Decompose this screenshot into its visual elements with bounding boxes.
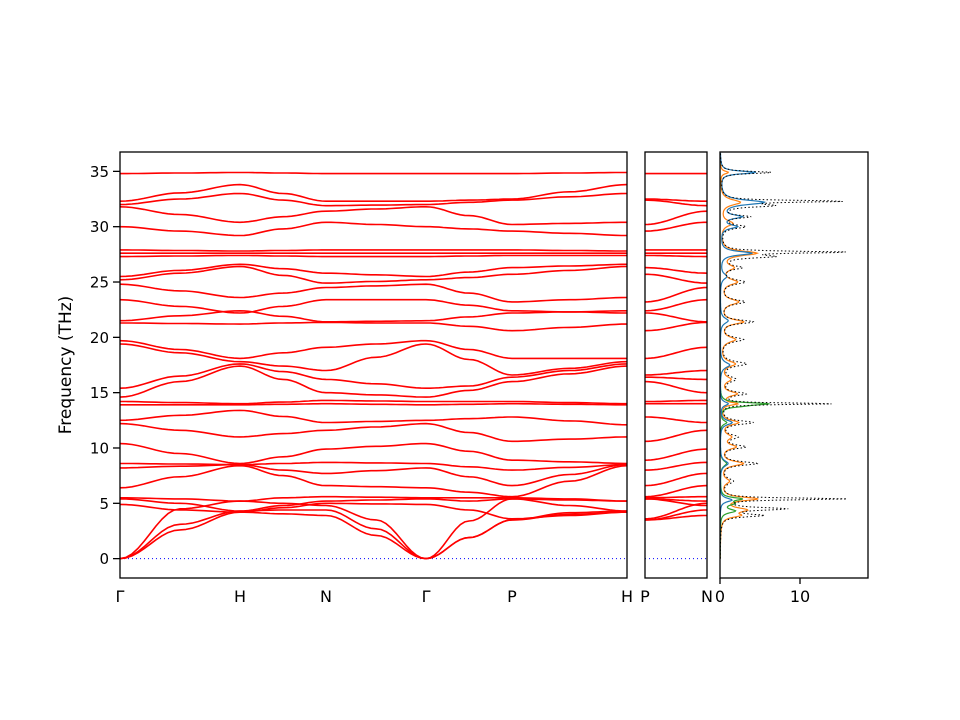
mini-band-line <box>645 461 707 471</box>
mini-band-line <box>645 495 707 499</box>
kpoint-label: H <box>621 587 633 606</box>
band-line <box>120 298 627 314</box>
mini-band-line <box>645 502 707 520</box>
mini-band-line <box>645 346 707 360</box>
band-line <box>120 221 627 237</box>
band-line <box>120 498 627 512</box>
band-line <box>120 171 627 175</box>
band-line <box>120 339 627 360</box>
band-line <box>120 265 627 284</box>
band-line <box>120 365 627 398</box>
band-line <box>120 399 627 405</box>
mini-band-line <box>645 448 707 461</box>
panel-frame-dos <box>719 151 869 579</box>
band-line <box>120 422 627 443</box>
y-tick-label: 20 <box>90 329 109 347</box>
band-line <box>120 343 627 376</box>
mini-band-line <box>645 298 707 312</box>
mini-band-line <box>645 484 707 498</box>
band-line <box>120 409 627 426</box>
band-line <box>120 498 627 560</box>
mini-band-line <box>645 509 707 521</box>
dos-panel <box>720 153 847 559</box>
band-line <box>120 263 627 278</box>
mini-band-line <box>645 210 707 226</box>
mini-kpoint-label: N <box>701 587 713 606</box>
mini-band-line <box>645 286 707 303</box>
mini-band-line <box>645 380 707 394</box>
mini-band-line <box>645 369 707 376</box>
band-line <box>120 402 627 406</box>
y-tick-label: 5 <box>99 495 109 513</box>
mini-band-line <box>645 498 707 502</box>
y-tick-label: 25 <box>90 274 109 292</box>
y-tick-label: 0 <box>99 550 109 568</box>
mini-band-line <box>645 312 707 323</box>
band-line <box>120 254 627 258</box>
mini-band-line <box>645 266 707 274</box>
kpoint-label: N <box>320 587 332 606</box>
y-tick-label: 30 <box>90 218 109 236</box>
dos-x-tick-label: 0 <box>715 587 725 606</box>
band-line <box>120 249 627 252</box>
y-axis-label: Frequency (THz) <box>56 295 76 435</box>
band-line <box>120 509 627 560</box>
y-tick-label: 10 <box>90 439 109 457</box>
band-line <box>120 363 627 390</box>
mini-band-line <box>645 198 707 202</box>
band-line <box>120 502 627 520</box>
band-line <box>120 206 627 226</box>
dos-series-pdos-blue <box>720 153 766 559</box>
mini-band-line <box>645 399 707 403</box>
band-line <box>120 321 627 332</box>
panel-frame-main <box>119 151 628 579</box>
band-line <box>120 183 627 202</box>
mini-band-line <box>645 376 707 381</box>
mini-band-line <box>645 321 707 332</box>
kpoint-label: Γ <box>422 587 431 606</box>
mini-band-line <box>645 221 707 232</box>
kpoint-label: H <box>234 587 246 606</box>
mini-band-panel <box>645 172 707 560</box>
y-tick-label: 35 <box>90 163 109 181</box>
mini-band-line <box>645 429 707 443</box>
kpoint-label: Γ <box>116 587 125 606</box>
band-line <box>120 192 627 207</box>
mini-band-line <box>645 472 707 487</box>
band-line <box>120 464 627 498</box>
dos-series-total-dos <box>720 153 847 559</box>
band-line <box>120 495 627 502</box>
mini-kpoint-label: P <box>640 587 650 606</box>
mini-band-line <box>645 199 707 207</box>
band-line <box>120 283 627 303</box>
dos-x-tick-label: 10 <box>790 587 810 606</box>
mini-band-line <box>645 416 707 424</box>
band-line <box>120 461 627 471</box>
band-line <box>120 442 627 465</box>
mini-band-line <box>645 254 707 258</box>
panel-frame-mini <box>644 151 708 579</box>
y-tick-label: 15 <box>90 384 109 402</box>
band-panel <box>120 171 627 560</box>
mini-band-line <box>645 273 707 284</box>
kpoint-label: P <box>507 587 517 606</box>
